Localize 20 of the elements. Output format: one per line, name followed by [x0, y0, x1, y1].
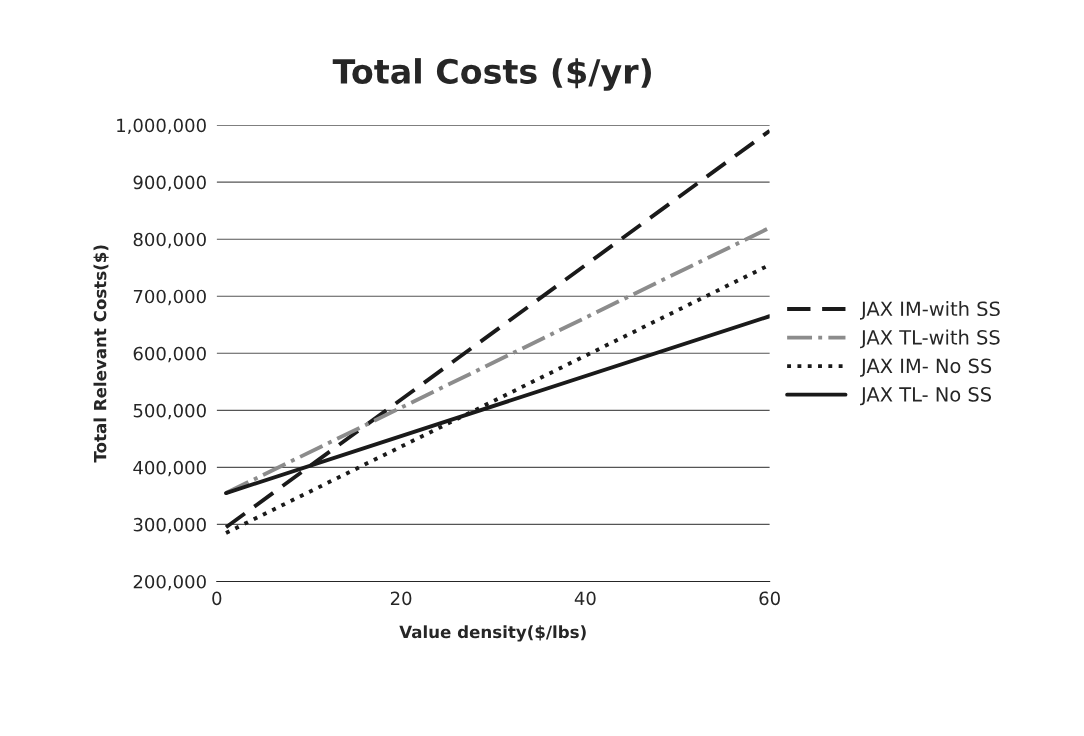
legend-label: JAX TL- No SS: [860, 387, 992, 406]
y-tick-label: 1,000,000: [117, 118, 206, 135]
y-tick-label: 200,000: [133, 574, 206, 591]
x-tick-label: 20: [390, 591, 412, 606]
y-tick-label: 400,000: [133, 460, 206, 477]
y-tick-label: 300,000: [133, 517, 206, 534]
y-tick-label: 600,000: [133, 346, 206, 363]
y-tick-label: 700,000: [133, 289, 206, 306]
y-tick-label: 900,000: [133, 175, 206, 192]
x-tick-label: 60: [759, 591, 780, 606]
y-axis-title: Total Relevant Costs($): [93, 245, 109, 463]
legend-label: JAX IM-with SS: [860, 301, 1000, 320]
legend-label: JAX IM- No SS: [860, 358, 992, 377]
x-tick-label: 0: [212, 591, 222, 606]
y-tick-label: 500,000: [133, 403, 206, 420]
y-tick-label: 800,000: [133, 232, 206, 249]
chart-title: Total Costs ($/yr): [332, 58, 651, 91]
x-tick-label: 40: [574, 591, 596, 606]
x-axis-title: Value density($/lbs): [399, 625, 586, 642]
legend-label: JAX TL-with SS: [860, 329, 1000, 349]
